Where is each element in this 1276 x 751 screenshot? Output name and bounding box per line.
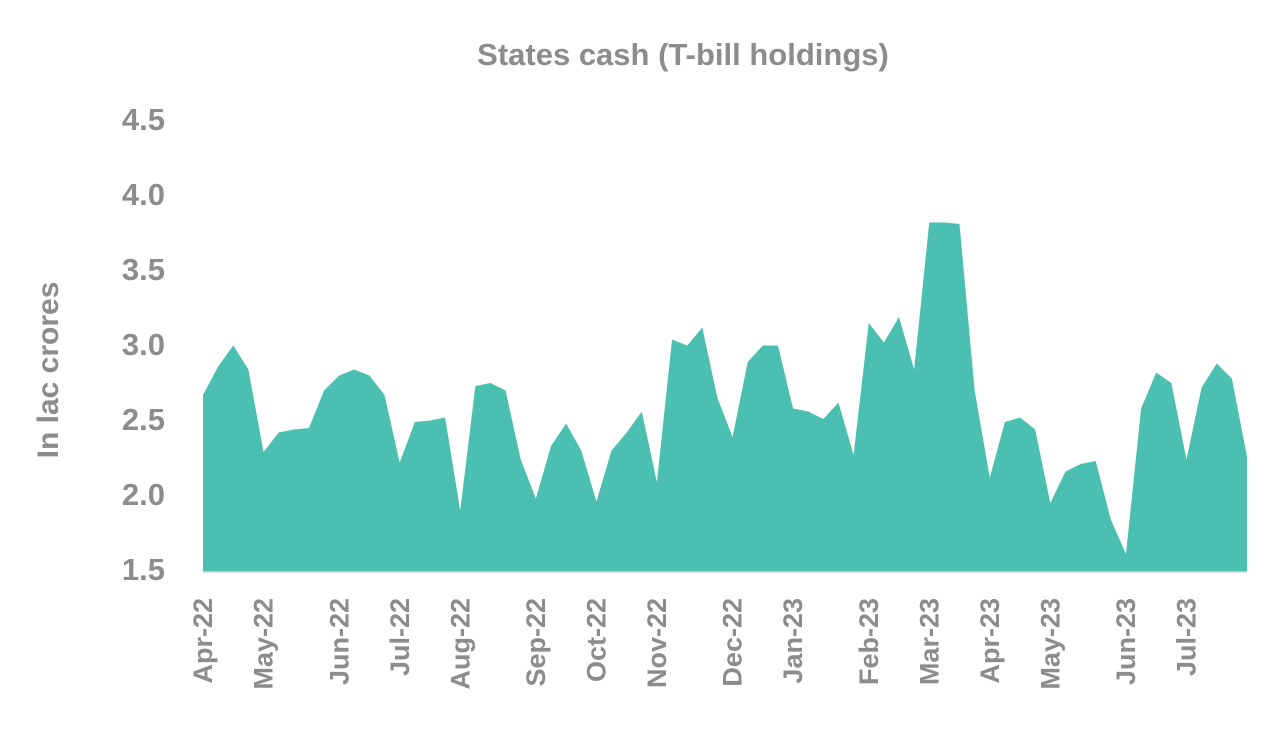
x-tick-label: Feb-23 (854, 598, 884, 685)
y-tick-label: 3.0 (122, 327, 165, 362)
x-tick-label: Jul-23 (1172, 598, 1202, 676)
chart-title: States cash (T-bill holdings) (477, 37, 889, 72)
x-tick-label: Jun-22 (324, 598, 354, 685)
x-tick-label: Jul-22 (385, 598, 415, 676)
y-tick-label: 2.5 (122, 402, 165, 437)
y-tick-label: 3.5 (122, 252, 165, 287)
x-tick-label: Jan-23 (778, 598, 808, 684)
x-tick-label: Nov-22 (642, 598, 672, 688)
y-axis-label: In lac crores (32, 282, 65, 459)
x-tick-label: Oct-22 (582, 598, 612, 682)
y-tick-label: 2.0 (122, 477, 165, 512)
x-tick-label: Jun-23 (1111, 598, 1141, 685)
y-tick-label: 4.0 (122, 177, 165, 212)
x-tick-label: Apr-22 (188, 598, 218, 684)
y-tick-label: 4.5 (122, 102, 165, 137)
y-tick-label: 1.5 (122, 552, 165, 587)
x-tick-label: Mar-23 (914, 598, 944, 685)
x-tick-label: Dec-22 (718, 598, 748, 687)
area (203, 222, 1247, 572)
x-tick-label: Sep-22 (521, 598, 551, 687)
x-tick-label: Apr-23 (975, 598, 1005, 684)
x-tick-label: May-22 (249, 598, 279, 690)
x-tick-label: May-23 (1035, 598, 1065, 690)
x-tick-label: Aug-22 (445, 598, 475, 690)
